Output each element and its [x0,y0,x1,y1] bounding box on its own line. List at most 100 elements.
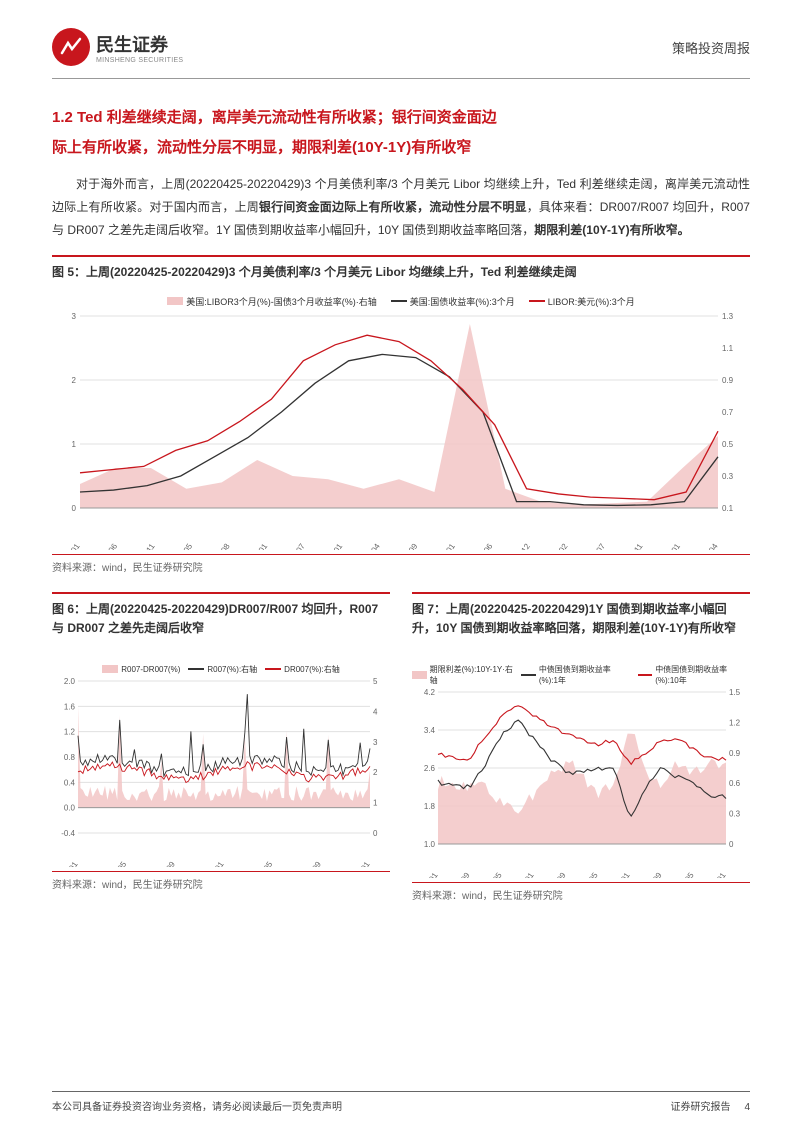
svg-text:1.8: 1.8 [424,802,436,811]
svg-text:2019-05: 2019-05 [575,870,600,877]
svg-text:4: 4 [373,707,378,716]
figure-6-source: 资料来源：wind，民生证券研究院 [52,871,390,891]
svg-text:2017-05: 2017-05 [170,541,195,549]
logo-mark-icon [52,28,90,66]
svg-text:2020-09: 2020-09 [639,870,664,877]
svg-text:3.4: 3.4 [424,726,436,735]
svg-text:0: 0 [729,840,734,849]
svg-text:1.3: 1.3 [722,312,734,321]
brand-name-cn: 民生证券 [96,31,183,57]
svg-text:2021-05: 2021-05 [671,870,696,877]
svg-text:2019-04: 2019-04 [358,541,383,549]
svg-text:2021-01: 2021-01 [201,859,226,866]
svg-text:2019-01: 2019-01 [320,541,345,549]
figure-7: 图 7：上周(20220425-20220429)1Y 国债到期收益率小幅回升，… [412,592,750,902]
figure-5: 图 5：上周(20220425-20220429)3 个月美债利率/3 个月美元… [52,255,750,573]
section-heading-line1: 1.2 Ted 利差继续走阔，离岸美元流动性有所收紧；银行间资金面边 [52,103,750,133]
svg-text:2022-04: 2022-04 [695,541,720,549]
figure-row: 图 6：上周(20220425-20220429)DR007/R007 均回升，… [52,592,750,902]
report-type: 策略投资周报 [672,38,750,57]
svg-text:2020-05: 2020-05 [104,859,129,866]
svg-text:2020-06: 2020-06 [470,541,495,549]
svg-text:2016-06: 2016-06 [95,541,120,549]
svg-text:2.6: 2.6 [424,764,436,773]
svg-text:1: 1 [72,440,77,449]
svg-text:3: 3 [373,737,378,746]
footer-right: 证券研究报告 4 [671,1098,750,1113]
figure-5-legend: 美国:LIBOR3个月(%)-国债3个月收益率(%)·右轴美国:国债收益率(%)… [52,293,750,310]
footer-divider [52,1091,750,1092]
svg-text:0.3: 0.3 [729,809,741,818]
svg-text:2016-01: 2016-01 [57,541,82,549]
svg-text:0.0: 0.0 [64,803,76,812]
para-b2: 期限利差(10Y-1Y)有所收窄。 [534,223,689,237]
svg-text:2021-07: 2021-07 [583,541,608,549]
section-heading: 1.2 Ted 利差继续走阔，离岸美元流动性有所收紧；银行间资金面边 际上有所收… [0,79,802,163]
svg-text:0.9: 0.9 [722,376,734,385]
svg-text:2.0: 2.0 [64,677,76,686]
figure-7-chart: 1.01.82.63.44.200.30.60.91.21.52016-0120… [412,688,750,878]
svg-text:2018-07: 2018-07 [283,541,308,549]
page-number: 4 [744,1102,750,1113]
svg-text:1.0: 1.0 [424,840,436,849]
svg-text:2017-05: 2017-05 [479,870,504,877]
svg-text:0.4: 0.4 [64,778,76,787]
svg-text:2021-09: 2021-09 [299,859,324,866]
svg-text:2018-01: 2018-01 [511,870,536,877]
figure-7-legend: 期限利差(%):10Y-1Y·右轴中债国债到期收益率(%):1年中债国债到期收益… [412,662,750,688]
svg-text:2020-12: 2020-12 [508,541,533,549]
svg-text:5: 5 [373,677,378,686]
svg-text:2016-01: 2016-01 [415,870,440,877]
svg-text:2018-09: 2018-09 [543,870,568,877]
svg-text:1: 1 [373,798,378,807]
svg-text:1.5: 1.5 [729,688,741,697]
svg-text:3: 3 [72,312,77,321]
brand-name-en: MINSHENG SECURITIES [96,57,183,64]
svg-text:2021-05: 2021-05 [250,859,275,866]
svg-text:2019-09: 2019-09 [395,541,420,549]
svg-text:1.6: 1.6 [64,702,76,711]
svg-text:0.7: 0.7 [722,408,734,417]
page-header: 民生证券 MINSHENG SECURITIES 策略投资周报 [0,0,802,78]
svg-text:0: 0 [72,504,77,513]
svg-text:-0.4: -0.4 [61,829,75,838]
svg-text:1.2: 1.2 [729,718,741,727]
brand-logo: 民生证券 MINSHENG SECURITIES [52,28,183,66]
svg-text:0.8: 0.8 [64,753,76,762]
svg-text:0: 0 [373,829,378,838]
svg-text:2022-01: 2022-01 [658,541,683,549]
svg-text:2: 2 [373,768,378,777]
svg-text:1.2: 1.2 [64,727,76,736]
figure-7-title: 图 7：上周(20220425-20220429)1Y 国债到期收益率小幅回升，… [412,600,750,638]
svg-text:4.2: 4.2 [424,688,436,697]
svg-text:0.3: 0.3 [722,472,734,481]
svg-text:0.6: 0.6 [729,779,741,788]
svg-text:0.5: 0.5 [722,440,734,449]
svg-text:2020-01: 2020-01 [55,859,80,866]
svg-text:2017-08: 2017-08 [208,541,233,549]
figure-6-title: 图 6：上周(20220425-20220429)DR007/R007 均回升，… [52,600,390,638]
figure-6-legend: R007-DR007(%)R007(%):右轴DR007(%):右轴 [52,662,390,677]
figure-7-source: 资料来源：wind，民生证券研究院 [412,882,750,902]
page-footer: 本公司具备证券投资咨询业务资格，请务必阅读最后一页免责声明 证券研究报告 4 [0,1091,802,1113]
svg-text:2016-11: 2016-11 [133,541,157,549]
figure-6: 图 6：上周(20220425-20220429)DR007/R007 均回升，… [52,592,390,902]
figure-5-title: 图 5：上周(20220425-20220429)3 个月美债利率/3 个月美元… [52,263,750,282]
section-heading-line2: 际上有所收紧，流动性分层不明显，期限利差(10Y-1Y)有所收窄 [52,133,750,163]
para-b1: 银行间资金面边际上有所收紧，流动性分层不明显 [259,200,527,214]
svg-text:2018-01: 2018-01 [245,541,270,549]
svg-text:2022-01: 2022-01 [703,870,728,877]
figure-5-source: 资料来源：wind，民生证券研究院 [52,554,750,574]
figure-6-chart: -0.4 0.0 0.4 0.8 1.2 1.6 2.0 0 1 2 3 4 5 2020-01 2020-… [52,677,390,867]
svg-text:0.1: 0.1 [722,504,734,513]
svg-text:2: 2 [72,376,77,385]
body-paragraph: 对于海外而言，上周(20220425-20220429)3 个月美债利率/3 个… [0,163,802,241]
footer-disclaimer: 本公司具备证券投资咨询业务资格，请务必阅读最后一页免责声明 [52,1098,342,1113]
figure-5-chart: 01230.10.30.50.70.91.11.32016-012016-062… [52,310,750,550]
svg-text:2020-01: 2020-01 [607,870,632,877]
svg-text:2016-09: 2016-09 [447,870,472,877]
svg-text:2021-02: 2021-02 [545,541,570,549]
svg-text:2020-09: 2020-09 [153,859,178,866]
svg-text:2020-01: 2020-01 [433,541,458,549]
svg-text:2021-11: 2021-11 [621,541,645,549]
